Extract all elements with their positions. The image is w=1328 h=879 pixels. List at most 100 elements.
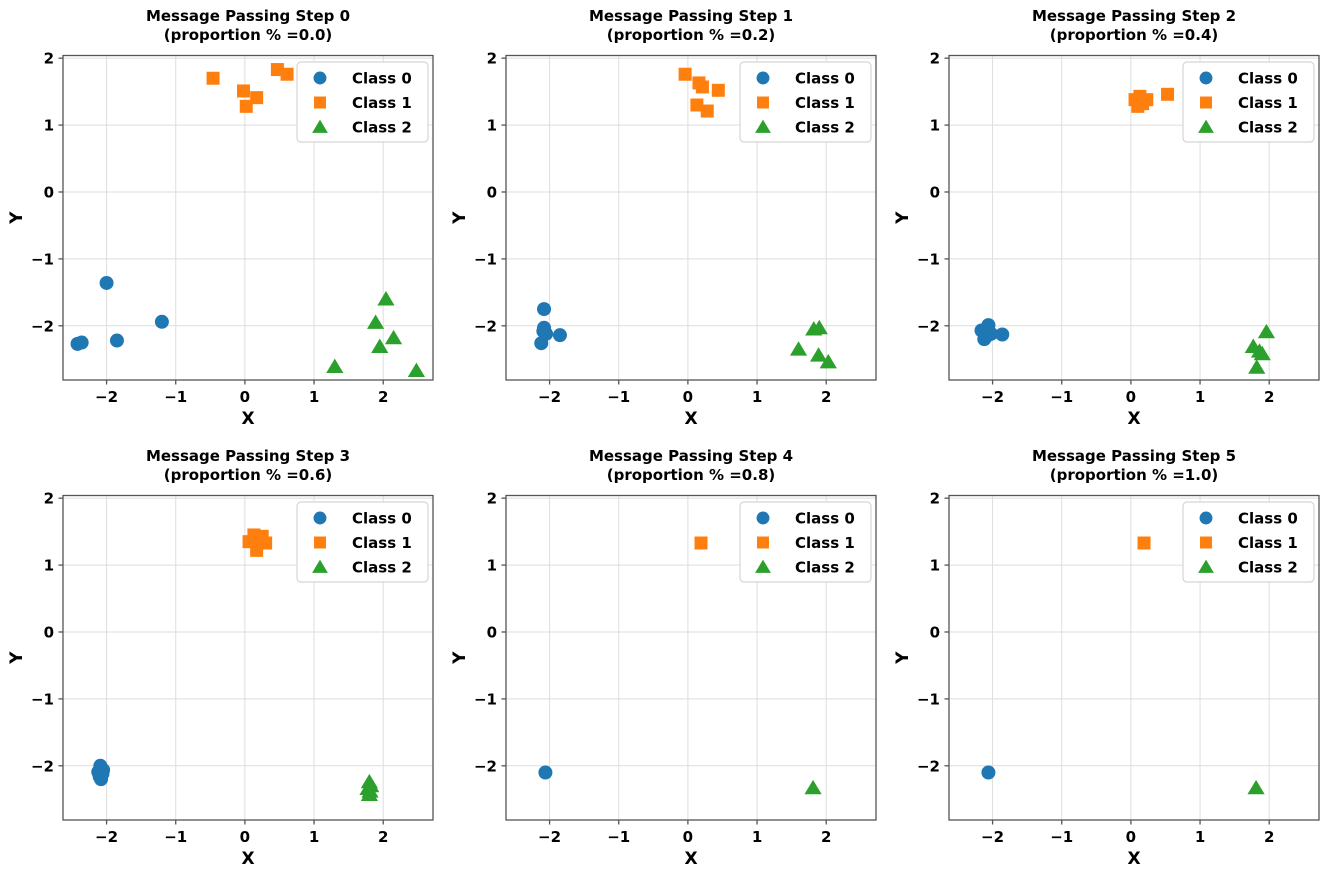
x-tick-label: 1	[1195, 388, 1205, 406]
y-tick-label: −2	[917, 317, 940, 335]
plot-canvas: −2 −1 0 1 2 −2 −1 0 1 2 X Y Class 0 Class 1 Class 2	[7, 490, 434, 869]
y-tick-label: 1	[930, 117, 940, 135]
axes-frame	[505, 54, 877, 381]
legend-label: Class 0	[795, 510, 855, 528]
legend-label: Class 2	[1238, 119, 1298, 137]
y-tick-label: 1	[44, 117, 54, 135]
legend-label: Class 1	[1238, 534, 1298, 552]
data-point-square-marker	[757, 536, 769, 549]
subplot-step-0: Message Passing Step 0 (proportion % =0.…	[0, 0, 443, 440]
plot-title-line2: (proportion % =0.8)	[606, 466, 776, 484]
data-point-triangle-marker	[819, 353, 837, 369]
y-axis-label: Y	[893, 211, 913, 225]
data-point-square-marker	[314, 96, 326, 109]
y-axis-label: Y	[450, 651, 470, 665]
subplot-step-2: Message Passing Step 2 (proportion % =0.…	[886, 0, 1328, 440]
x-tick-label: 1	[309, 388, 319, 406]
y-tick-label: −2	[31, 317, 54, 335]
data-point-circle-marker	[99, 275, 114, 290]
data-point-circle-marker	[981, 765, 996, 780]
y-tick-label: 0	[487, 183, 497, 201]
y-tick-label: 2	[487, 490, 497, 508]
data-point-triangle-marker	[312, 559, 328, 573]
plot-title-line1: Message Passing Step 5	[1031, 447, 1237, 465]
data-point-circle-marker	[94, 772, 109, 787]
plot-title-line2: (proportion % =0.4)	[1049, 26, 1219, 44]
x-tick-label: 2	[821, 828, 831, 846]
subplot-step-3: Message Passing Step 3 (proportion % =0.…	[0, 440, 443, 879]
legend-label: Class 1	[1238, 94, 1298, 112]
x-tick-label: −1	[164, 388, 187, 406]
plot-title-line1: Message Passing Step 2	[1031, 7, 1237, 25]
data-point-circle-marker	[756, 511, 770, 525]
plot-canvas: −2 −1 0 1 2 −2 −1 0 1 2 X Y Class 0 Class 1 Class 2	[7, 50, 434, 429]
subplot-step-4: Message Passing Step 4 (proportion % =0.…	[443, 440, 886, 879]
y-axis-label: Y	[450, 211, 470, 225]
x-tick-label: −2	[95, 388, 118, 406]
data-point-triangle-marker	[1248, 359, 1266, 374]
y-tick-label: 2	[930, 50, 940, 68]
x-tick-label: 1	[1195, 828, 1205, 846]
data-point-square-marker	[1200, 536, 1212, 549]
data-point-triangle-marker	[377, 291, 395, 306]
plot-title: Message Passing Step 2 (proportion % =0.…	[949, 7, 1319, 45]
subplot-step-5: Message Passing Step 5 (proportion % =1.…	[886, 440, 1328, 879]
plot-title-line1: Message Passing Step 0	[145, 7, 351, 25]
x-tick-label: −1	[1050, 828, 1073, 846]
axes-frame	[505, 494, 877, 821]
data-point-square-marker	[250, 543, 264, 557]
y-tick-label: −2	[31, 757, 54, 775]
legend-label: Class 1	[795, 534, 855, 552]
data-point-triangle-marker	[804, 779, 822, 795]
x-tick-label: 2	[1264, 388, 1274, 406]
plot-canvas: −2 −1 0 1 2 −2 −1 0 1 2 X Y Class 0 Class 1 Class 2	[893, 490, 1320, 869]
data-point-square-marker	[695, 80, 709, 94]
y-tick-label: −1	[474, 690, 497, 708]
plot-title-line2: (proportion % =0.6)	[163, 466, 333, 484]
plot-title: Message Passing Step 5 (proportion % =1.…	[949, 447, 1319, 485]
data-point-square-marker	[237, 84, 251, 98]
y-tick-label: −1	[31, 690, 54, 708]
x-tick-label: −1	[607, 388, 630, 406]
legend-label: Class 0	[1238, 510, 1298, 528]
data-point-square-marker	[1137, 536, 1151, 550]
data-point-square-marker	[694, 536, 708, 550]
data-point-triangle-marker	[809, 347, 828, 362]
y-axis-label: Y	[893, 651, 913, 665]
x-tick-label: 0	[683, 828, 693, 846]
y-tick-label: −1	[474, 250, 497, 268]
y-tick-label: −1	[917, 690, 940, 708]
x-axis-label: X	[1127, 409, 1140, 429]
data-point-triangle-marker	[407, 362, 426, 378]
x-tick-label: −2	[981, 828, 1004, 846]
legend-label: Class 0	[352, 70, 412, 88]
plot-title-line1: Message Passing Step 4	[588, 447, 794, 465]
data-point-circle-marker	[313, 511, 327, 525]
plot-canvas: −2 −1 0 1 2 −2 −1 0 1 2 X Y Class 0 Class 1 Class 2	[450, 490, 877, 869]
x-tick-label: −2	[538, 388, 561, 406]
data-point-circle-marker	[154, 314, 169, 329]
x-tick-label: 0	[1126, 388, 1136, 406]
data-point-triangle-marker	[384, 329, 403, 345]
data-point-triangle-marker	[755, 559, 771, 573]
data-point-square-marker	[1131, 99, 1145, 113]
legend-label: Class 0	[352, 510, 412, 528]
plot-title-line1: Message Passing Step 3	[145, 447, 351, 465]
x-tick-label: 2	[821, 388, 831, 406]
y-tick-label: 0	[930, 183, 940, 201]
y-tick-label: 0	[487, 623, 497, 641]
x-tick-label: 0	[683, 388, 693, 406]
plot-title-line2: (proportion % =0.0)	[163, 26, 333, 44]
subplot-step-1: Message Passing Step 1 (proportion % =0.…	[443, 0, 886, 440]
data-point-square-marker	[757, 96, 769, 109]
x-tick-label: 0	[240, 388, 250, 406]
y-tick-label: 2	[44, 490, 54, 508]
legend-label: Class 1	[352, 94, 412, 112]
data-point-circle-marker	[538, 765, 553, 780]
axes-frame	[62, 494, 434, 821]
data-point-triangle-marker	[789, 341, 808, 356]
legend-box	[296, 61, 429, 143]
x-tick-label: −2	[981, 388, 1004, 406]
y-tick-label: 2	[44, 50, 54, 68]
x-tick-label: 2	[1264, 828, 1274, 846]
